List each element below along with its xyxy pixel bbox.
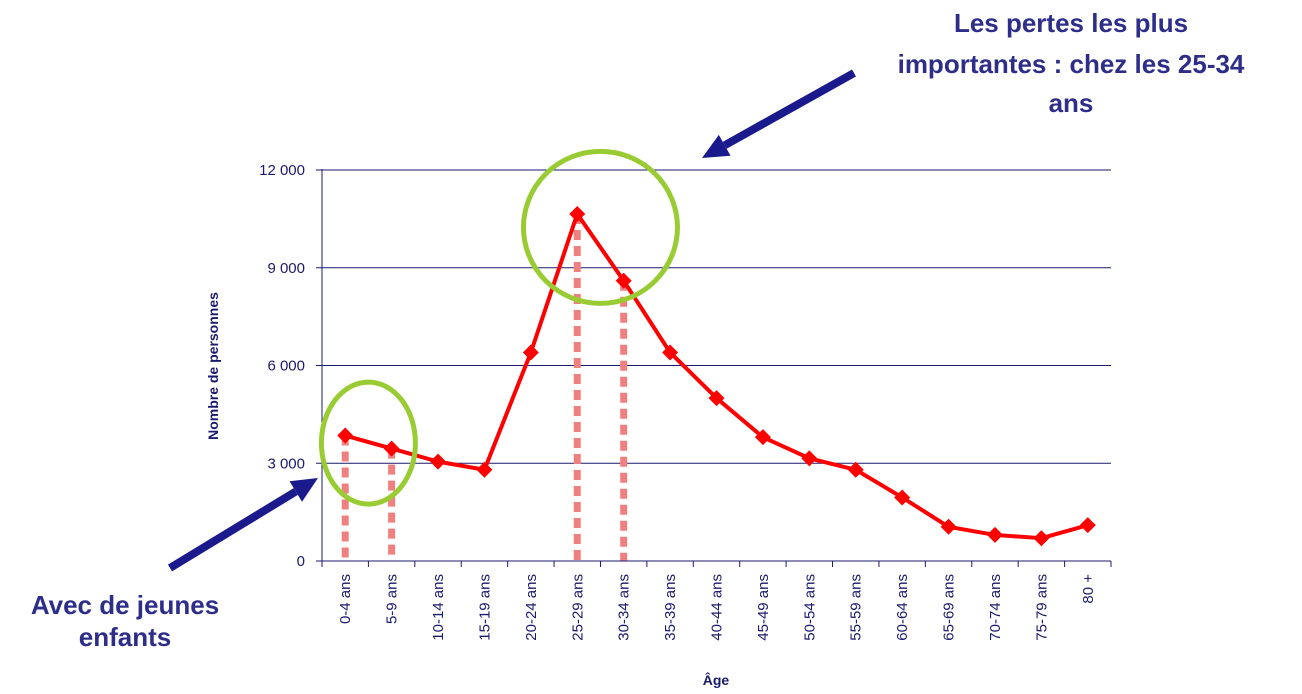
data-point-16 — [1079, 517, 1096, 534]
data-point-8 — [708, 390, 725, 407]
data-point-2 — [430, 453, 447, 470]
data-point-9 — [754, 429, 771, 446]
annotation-bottom-line-1: Avec de jeunes — [31, 590, 219, 620]
data-point-10 — [801, 450, 818, 467]
highlight-circle-young — [318, 379, 418, 507]
y-tick-label-1: 3 000 — [267, 455, 305, 472]
x-tick-label-16: 80 + — [1080, 574, 1097, 604]
x-tick-label-11: 55-59 ans — [848, 574, 865, 641]
data-point-13 — [940, 518, 957, 535]
arrow-bottom-head — [289, 478, 318, 502]
data-point-14 — [986, 526, 1003, 543]
data-point-5 — [569, 205, 586, 222]
arrow-top-shaft — [722, 69, 856, 149]
data-point-4 — [522, 344, 539, 361]
arrow-top-head — [702, 134, 731, 158]
x-tick-label-2: 10-14 ans — [430, 574, 447, 641]
highlight-drop-lines — [341, 213, 628, 561]
x-tick-label-9: 45-49 ans — [755, 574, 772, 641]
highlight-circle-peak — [520, 148, 680, 306]
axes — [316, 169, 1112, 567]
x-tick-label-7: 35-39 ans — [662, 574, 679, 641]
arrow-bottom-shaft — [167, 488, 298, 572]
x-tick-label-3: 15-19 ans — [476, 574, 493, 641]
x-tick-label-6: 30-34 ans — [616, 574, 633, 641]
data-point-3 — [476, 461, 493, 478]
data-point-12 — [894, 489, 911, 506]
y-tick-label-2: 6 000 — [267, 358, 305, 375]
highlight-circles — [318, 148, 680, 507]
y-tick-label-3: 9 000 — [267, 260, 305, 277]
annotation-bottom-line-2: enfants — [79, 622, 171, 652]
series-line — [344, 211, 1089, 541]
x-tick-label-13: 65-69 ans — [941, 574, 958, 641]
data-point-1 — [383, 440, 400, 457]
series-polyline — [344, 211, 1089, 541]
annotation-top-line-3: ans — [1049, 88, 1094, 118]
y-tick-labels: 0 3 000 6 000 9 000 12 000 — [259, 162, 305, 570]
y-tick-label-4: 12 000 — [259, 162, 305, 179]
y-tick-label-0: 0 — [297, 553, 305, 570]
annotation-top-line-2: importantes : chez les 25-34 — [898, 49, 1245, 79]
annotation-arrows — [167, 69, 856, 572]
x-tick-label-14: 70-74 ans — [987, 574, 1004, 641]
x-tick-label-4: 20-24 ans — [523, 574, 540, 641]
y-axis-title: Nombre de personnes — [205, 292, 221, 440]
data-markers — [337, 205, 1096, 547]
annotation-top-line-1: Les pertes les plus — [954, 8, 1188, 38]
data-point-11 — [847, 461, 864, 478]
data-point-0 — [337, 427, 354, 444]
x-tick-label-10: 50-54 ans — [801, 574, 818, 641]
x-axis-title: Âge — [703, 671, 730, 688]
x-tick-label-1: 5-9 ans — [384, 574, 401, 624]
data-point-6 — [615, 272, 632, 289]
x-tick-labels: 0-4 ans 5-9 ans 10-14 ans 15-19 ans 20-24 an… — [337, 574, 1097, 641]
data-point-7 — [662, 344, 679, 361]
data-point-15 — [1033, 530, 1050, 547]
grid-lines — [322, 169, 1111, 464]
x-tick-label-5: 25-29 ans — [569, 574, 586, 641]
x-tick-label-12: 60-64 ans — [894, 574, 911, 641]
x-tick-label-15: 75-79 ans — [1033, 574, 1050, 641]
x-tick-label-0: 0-4 ans — [337, 574, 354, 624]
x-tick-label-8: 40-44 ans — [709, 574, 726, 641]
